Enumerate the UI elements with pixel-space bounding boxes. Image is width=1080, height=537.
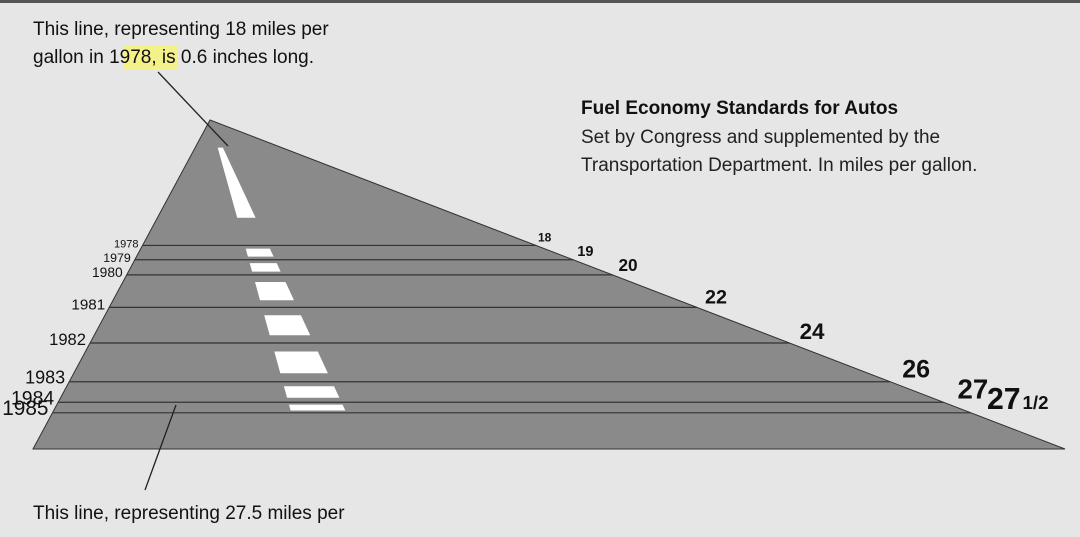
value-label-1981: 22 [705,286,727,308]
annotation-top-line2-suffix: , is 0.6 inches long. [151,47,314,68]
year-label-1985: 1985 [2,397,48,420]
dash-1978 [217,147,256,218]
value-label-1979: 19 [577,244,593,260]
value-label-1983: 26 [902,356,930,384]
annotation-top-line1: This line, representing 18 miles per [33,19,329,40]
value-label-1980: 20 [618,255,637,275]
chart-subtitle-line1: Set by Congress and supplemented by the [581,127,940,148]
chart-title: Fuel Economy Standards for Autos [581,98,898,119]
annotation-bottom-leader [144,404,177,491]
dash-1985 [289,404,346,411]
annotation-top-line2: gallon in 1978, is 0.6 inches long. [33,47,314,68]
dash-1984 [283,386,340,398]
dash-1982 [264,315,311,336]
center-dashes [217,147,346,411]
annotation-top-line2-year: 1978 [109,47,151,68]
value-label-1982: 24 [800,319,825,344]
year-label-1981: 1981 [71,296,105,313]
dash-1979 [245,248,274,257]
dash-1981 [255,282,294,301]
value-label-1985: 27 1/2 [987,383,1049,416]
year-label-1979: 1979 [103,251,131,265]
annotation-bottom-line1: This line, representing 27.5 miles per [33,503,345,524]
value-label-1978: 18 [538,230,552,244]
year-label-1978: 1978 [114,238,138,250]
year-label-1983: 1983 [25,368,65,388]
year-label-1984: 1984 [11,387,54,409]
top-border [0,0,1080,3]
annotation-top-line2-prefix: gallon in [33,47,109,68]
value-label-1984: 27 [958,373,989,404]
dash-1983 [274,351,328,374]
year-label-1980: 1980 [92,265,123,280]
annotation-year-highlight [123,46,177,70]
road-lines [52,244,971,414]
dash-1980 [249,263,281,272]
annotation-top-leader [157,71,229,147]
year-label-1982: 1982 [49,330,86,349]
chart-subtitle-line2: Transportation Department. In miles per … [581,155,977,176]
